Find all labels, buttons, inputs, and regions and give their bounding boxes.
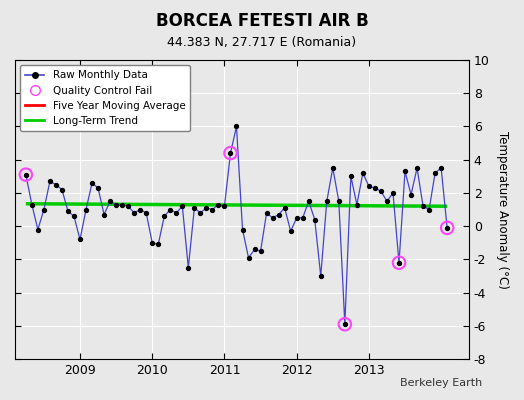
Point xyxy=(401,168,409,174)
Point xyxy=(21,172,30,178)
Point xyxy=(190,205,199,211)
Point xyxy=(172,210,180,216)
Point xyxy=(106,198,114,204)
Point xyxy=(178,203,187,210)
Point xyxy=(256,248,265,254)
Point xyxy=(299,215,307,221)
Point xyxy=(184,264,192,271)
Point xyxy=(377,188,385,194)
Point xyxy=(220,203,228,210)
Point xyxy=(100,211,108,218)
Point xyxy=(112,201,121,208)
Point xyxy=(196,210,204,216)
Point xyxy=(395,260,403,266)
Point xyxy=(208,206,216,213)
Point xyxy=(280,205,289,211)
Point xyxy=(329,165,337,171)
Point xyxy=(419,203,427,210)
Point xyxy=(214,201,223,208)
Point xyxy=(353,201,361,208)
Point xyxy=(443,225,451,231)
Point xyxy=(202,205,211,211)
Point xyxy=(136,206,145,213)
Point xyxy=(335,198,343,204)
Point xyxy=(166,206,174,213)
Point xyxy=(118,201,126,208)
Point xyxy=(124,203,133,210)
Point xyxy=(323,198,331,204)
Point xyxy=(58,186,66,193)
Point xyxy=(52,182,60,188)
Point xyxy=(341,321,349,328)
Point xyxy=(148,240,157,246)
Point xyxy=(311,216,319,223)
Point xyxy=(437,165,445,171)
Point xyxy=(395,260,403,266)
Point xyxy=(371,185,379,191)
Y-axis label: Temperature Anomaly (°C): Temperature Anomaly (°C) xyxy=(496,131,509,288)
Point xyxy=(226,150,235,156)
Legend: Raw Monthly Data, Quality Control Fail, Five Year Moving Average, Long-Term Tren: Raw Monthly Data, Quality Control Fail, … xyxy=(20,65,190,131)
Point xyxy=(341,321,349,328)
Point xyxy=(268,215,277,221)
Point xyxy=(365,183,373,190)
Point xyxy=(70,213,78,220)
Point xyxy=(443,225,451,231)
Text: 44.383 N, 27.717 E (Romania): 44.383 N, 27.717 E (Romania) xyxy=(168,36,356,49)
Point xyxy=(304,198,313,204)
Point xyxy=(46,178,54,184)
Point xyxy=(130,210,138,216)
Point xyxy=(263,210,271,216)
Text: BORCEA FETESTI AIR B: BORCEA FETESTI AIR B xyxy=(156,12,368,30)
Point xyxy=(76,236,84,243)
Point xyxy=(383,198,391,204)
Point xyxy=(250,246,259,253)
Point xyxy=(82,206,90,213)
Point xyxy=(431,170,439,176)
Point xyxy=(40,206,48,213)
Point xyxy=(142,210,150,216)
Text: Berkeley Earth: Berkeley Earth xyxy=(400,378,482,388)
Point xyxy=(21,172,30,178)
Point xyxy=(389,190,397,196)
Point xyxy=(232,123,241,130)
Point xyxy=(425,206,433,213)
Point xyxy=(160,213,168,220)
Point xyxy=(292,215,301,221)
Point xyxy=(64,208,72,214)
Point xyxy=(275,211,283,218)
Point xyxy=(347,173,355,180)
Point xyxy=(154,241,162,248)
Point xyxy=(244,254,253,261)
Point xyxy=(316,273,325,279)
Point xyxy=(359,170,367,176)
Point xyxy=(287,228,295,234)
Point xyxy=(88,180,96,186)
Point xyxy=(407,192,415,198)
Point xyxy=(226,150,235,156)
Point xyxy=(28,201,36,208)
Point xyxy=(34,226,42,233)
Point xyxy=(413,165,421,171)
Point xyxy=(94,185,102,191)
Point xyxy=(238,226,247,233)
